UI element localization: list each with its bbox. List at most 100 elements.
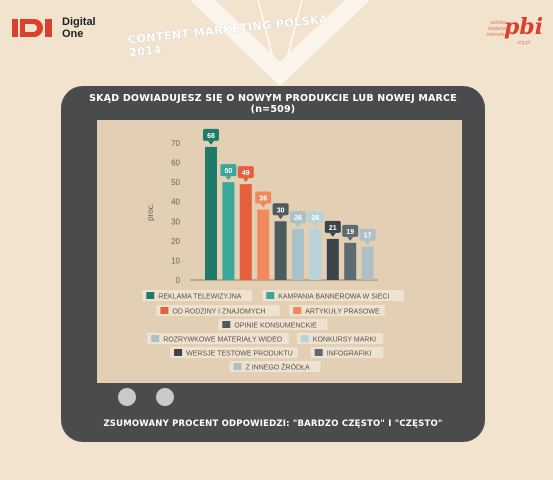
chart-title-line2: (n=509) [250, 104, 296, 115]
legend-swatch [151, 335, 160, 342]
bar [239, 184, 252, 280]
bar-value-pointer [225, 176, 232, 181]
bar-value-label: 49 [242, 170, 250, 177]
bar-value-badge [220, 164, 237, 177]
chart-title: SKĄD DOWIADUJESZ SIĘ O NOWYM PRODUKCIE L… [61, 93, 485, 115]
y-tick-label: 60 [171, 159, 180, 168]
footnote: ZSUMOWANY PROCENT ODPOWIEDZI: "BARDZO CZ… [103, 419, 443, 429]
legend-swatch [146, 292, 155, 299]
digital-one-logo: Digital One [12, 16, 96, 40]
bar [222, 182, 235, 280]
bar-value-badge [324, 220, 341, 233]
y-tick-label: 50 [171, 178, 180, 187]
logo-d-hole [25, 24, 37, 32]
bar-value-pointer [242, 178, 249, 183]
bar-value-label: 26 [312, 215, 320, 222]
bar-value-badge [255, 191, 272, 204]
legend-item-bg [296, 333, 384, 344]
legend-swatch [174, 349, 183, 356]
bar-value-pointer [364, 240, 371, 245]
bar-value-label: 21 [329, 225, 337, 232]
bar-value-label: 17 [364, 233, 372, 240]
legend-item-bg [289, 305, 385, 316]
bar-value-label: 68 [207, 133, 215, 140]
bar [205, 146, 217, 280]
legend-swatch [314, 349, 323, 356]
antenna-left [257, 0, 281, 86]
legend-swatch [300, 335, 309, 342]
legend-label: KAMPANIA BANNEROWA W SIECI [278, 294, 389, 301]
bar-value-pointer [295, 223, 301, 228]
legend-label: ROZRYWKOWE MATERIAŁY WIDEO [163, 337, 283, 344]
legend-item-bg [310, 347, 384, 358]
y-tick-label: 40 [171, 198, 180, 207]
bar-value-badge [307, 211, 324, 224]
bar-value-label: 26 [294, 215, 302, 222]
y-tick-label: 10 [171, 256, 180, 265]
logo-one [45, 19, 52, 37]
y-axis-label: proc. [146, 203, 155, 221]
bar [326, 238, 339, 280]
bar [292, 229, 304, 280]
y-tick-label: 30 [171, 217, 180, 226]
legend-item-bg [147, 333, 289, 344]
bar-value-pointer [347, 236, 354, 241]
legend-label: OD RODZINY I ZNAJOMYCH [172, 309, 265, 316]
logo-line1: Digital [62, 16, 96, 28]
logo-mark-shape [12, 19, 52, 37]
legend-label: INFOGRAFIKI [327, 351, 372, 358]
bar-value-label: 30 [277, 207, 285, 214]
bar-value-pointer [260, 203, 267, 208]
legend-swatch [233, 363, 242, 370]
bar [344, 242, 357, 280]
pbi-wordmark: pbi [504, 14, 544, 40]
bar-value-badge [203, 128, 219, 141]
logo-line2: One [62, 28, 84, 40]
logo-bar [12, 19, 18, 37]
bar-value-badge [272, 203, 289, 216]
y-tick-label: 70 [171, 139, 180, 148]
pbi-line: polskie [490, 20, 506, 26]
bar [274, 221, 287, 280]
legend-item-bg [156, 305, 280, 316]
bar-value-badge [290, 211, 306, 224]
bar-value-pointer [277, 215, 284, 220]
legend-item-bg [142, 290, 252, 301]
bar-value-badge [237, 166, 254, 179]
pbi-small-text: polskie badania internetu [472, 20, 506, 38]
digital-one-logo-icon [12, 17, 56, 39]
bar-value-label: 36 [259, 196, 267, 203]
bar-value-label: 50 [225, 168, 233, 175]
legend-label: REKLAMA TELEWIZYJNA [158, 294, 241, 301]
tv-knob-left [118, 388, 136, 406]
chart-title-line1: SKĄD DOWIADUJESZ SIĘ O NOWYM PRODUKCIE L… [89, 93, 457, 104]
bar-value-pointer [329, 232, 336, 237]
antenna-right [279, 0, 303, 86]
legend-label: OPINIE KONSUMENCKIE [234, 323, 317, 330]
pbi-logo: polskie badania internetu pbi .org.pl [472, 14, 544, 46]
pbi-domain: .org.pl [516, 40, 530, 46]
header-decoration [190, 0, 370, 86]
bar-value-badge [359, 228, 376, 241]
bar-value-badge [342, 224, 359, 237]
pbi-line: badania [488, 26, 506, 32]
legend-swatch [293, 307, 302, 314]
legend-swatch [160, 307, 169, 314]
legend-swatch [266, 292, 275, 299]
legend-item-bg [229, 361, 321, 372]
pbi-line: internetu [486, 32, 506, 38]
bar-value-label: 19 [346, 229, 354, 236]
legend-item-bg [262, 290, 404, 301]
tv-knob-right [156, 388, 174, 406]
banner-triangle-inner [215, 0, 345, 62]
legend-label: ARTYKUŁY PRASOWE [305, 309, 380, 316]
legend-label: KONKURSY MARKI [313, 337, 376, 344]
bar [257, 209, 270, 280]
y-tick-label: 0 [176, 276, 181, 285]
legend-label: Z INNEGO ŹRÓDŁA [246, 363, 311, 372]
legend-item-bg [170, 347, 298, 358]
bar [361, 246, 374, 280]
bar-value-pointer [312, 223, 319, 228]
